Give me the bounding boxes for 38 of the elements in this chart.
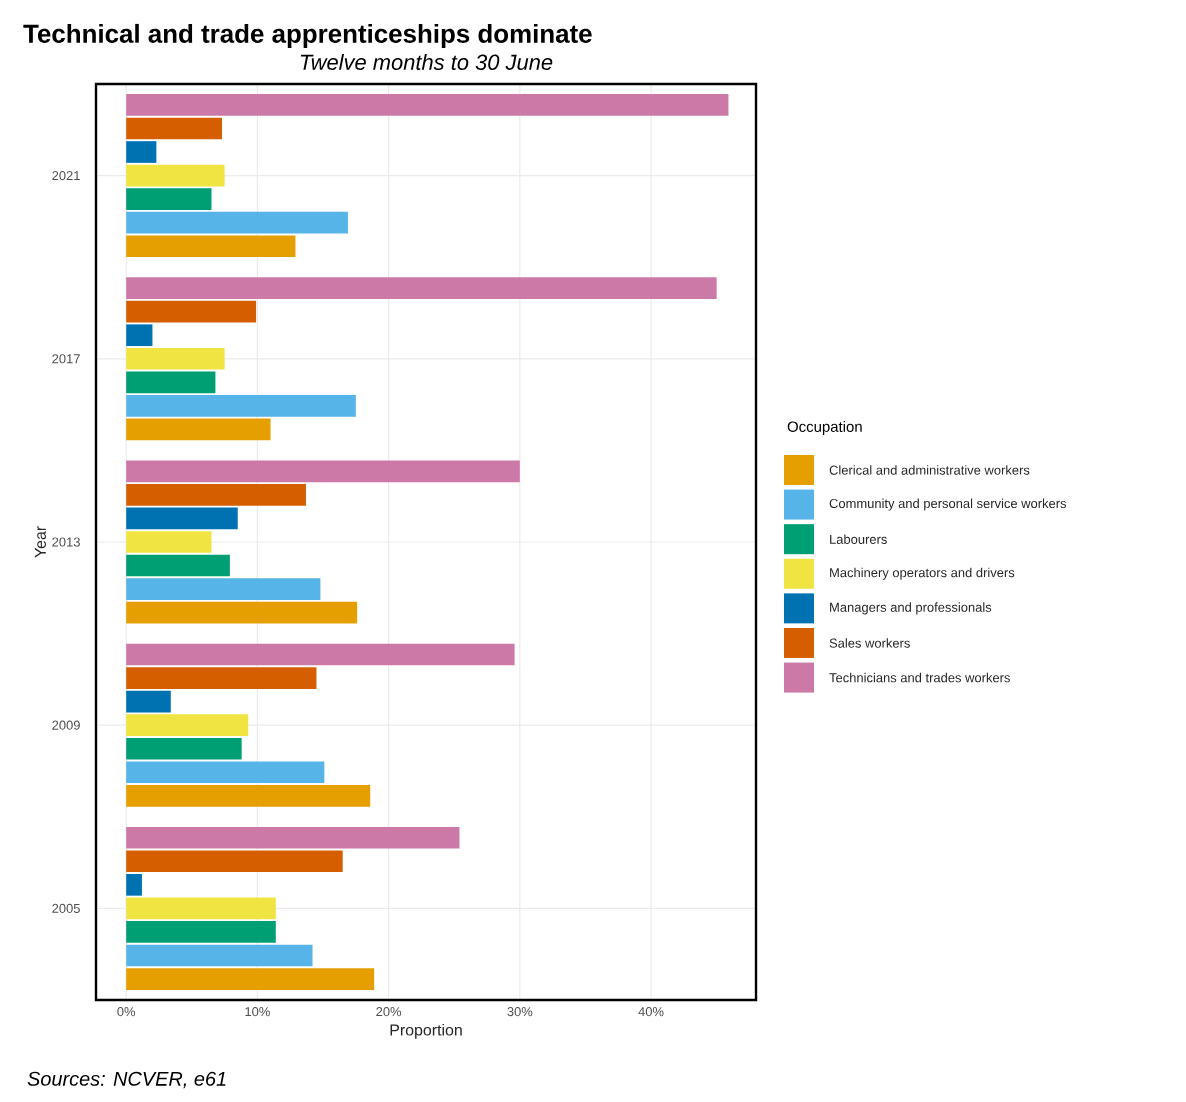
chart-title: Technical and trade apprenticeships dominate: [23, 23, 592, 49]
bar: [126, 944, 313, 967]
bar: [126, 117, 222, 140]
bar: [126, 347, 225, 370]
bar: [126, 714, 249, 737]
bar: [126, 897, 276, 920]
bar: [126, 460, 520, 483]
bar: [126, 141, 157, 163]
bar: [126, 968, 375, 990]
bar: [126, 507, 238, 530]
chart-subtitle: Twelve months to 30 June: [300, 53, 553, 71]
bar: [126, 578, 321, 600]
bar: [126, 785, 371, 807]
bar: [126, 324, 153, 347]
source-note: Sources: NCVER, e61: [27, 1071, 226, 1089]
bar: [126, 826, 460, 849]
bar: [126, 737, 242, 760]
bar: [126, 188, 212, 210]
bar: [126, 164, 225, 187]
bar: [126, 235, 296, 258]
bar: [126, 395, 356, 417]
bar: [126, 484, 306, 506]
bar: [126, 531, 212, 553]
bar: [126, 850, 343, 873]
bar: [126, 277, 717, 299]
bar: [126, 761, 325, 784]
bar: [126, 418, 271, 441]
bar: [126, 94, 729, 116]
bar: [126, 601, 358, 624]
bar: [126, 300, 257, 323]
bar: [126, 921, 276, 943]
bar: [126, 873, 142, 896]
bar: [126, 643, 515, 666]
bar: [126, 554, 230, 577]
bar: [126, 690, 171, 713]
bar: [126, 371, 216, 394]
bar: [126, 211, 348, 234]
bar: [126, 667, 317, 689]
